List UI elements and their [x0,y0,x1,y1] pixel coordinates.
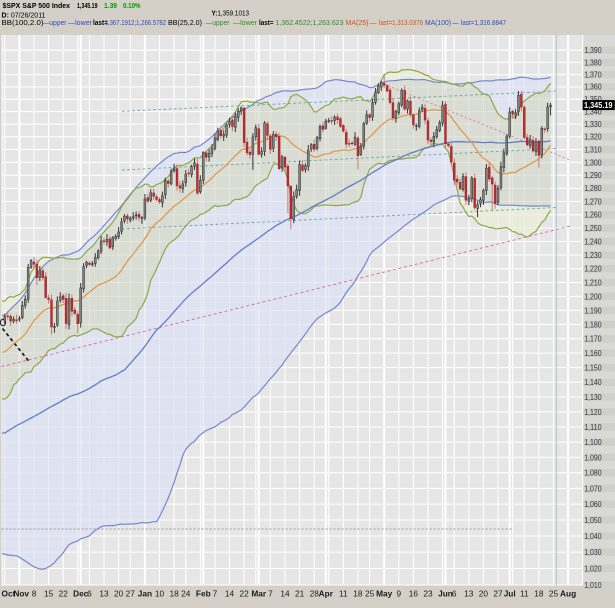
svg-text:1,070: 1,070 [584,484,602,493]
svg-text:1,040: 1,040 [584,532,602,541]
svg-text:1,230: 1,230 [584,251,602,260]
svg-text:BB(100,2.0)—upper—lowerlast=1,: BB(100,2.0)—upper—lowerlast=1,367.1912;1… [2,18,507,27]
svg-text:Oct: Oct [2,589,16,599]
svg-text:1,020: 1,020 [584,564,602,573]
svg-text:May: May [376,589,393,599]
svg-text:7: 7 [213,589,218,599]
svg-text:1,030: 1,030 [584,548,602,557]
svg-text:24: 24 [181,589,191,599]
svg-text:18: 18 [169,589,179,599]
svg-text:1,190: 1,190 [584,306,602,315]
svg-text:1,080: 1,080 [584,469,602,478]
svg-text:1,100: 1,100 [584,438,602,447]
svg-text:20: 20 [479,589,489,599]
svg-text:15: 15 [44,589,54,599]
svg-text:Nov: Nov [13,589,29,599]
svg-text:1,110: 1,110 [584,423,602,432]
svg-text:1,170: 1,170 [584,335,602,344]
svg-text:1,350: 1,350 [584,95,602,104]
svg-text:1,390: 1,390 [584,46,602,55]
svg-text:25: 25 [365,589,375,599]
svg-text:Aug: Aug [560,589,576,599]
svg-text:28: 28 [310,589,320,599]
svg-text:16: 16 [409,589,419,599]
svg-text:14: 14 [280,589,290,599]
svg-text:1,010: 1,010 [584,581,602,590]
svg-text:27: 27 [493,589,503,599]
svg-text:14: 14 [225,589,235,599]
svg-text:22: 22 [239,589,249,599]
svg-text:11: 11 [520,589,529,599]
svg-text:25: 25 [549,589,559,599]
svg-text:1,130: 1,130 [584,393,602,402]
svg-text:Jul: Jul [504,589,516,599]
svg-text:1,380: 1,380 [584,58,602,67]
svg-text:9: 9 [396,589,401,599]
svg-text:Jan: Jan [138,589,152,599]
svg-text:11: 11 [339,589,348,599]
svg-text:Y:1,359.1013: Y:1,359.1013 [212,9,250,18]
svg-text:20: 20 [114,589,124,599]
svg-text:10: 10 [155,589,165,599]
svg-text:1,160: 1,160 [584,349,602,358]
svg-text:Jun: Jun [438,589,453,599]
svg-text:1,280: 1,280 [584,184,602,193]
svg-text:1,270: 1,270 [584,197,602,206]
svg-text:1,345.19: 1,345.19 [584,101,613,110]
svg-text:1,250: 1,250 [584,224,602,233]
svg-text:1,180: 1,180 [584,320,602,329]
svg-text:13: 13 [464,589,474,599]
svg-text:1,090: 1,090 [584,453,602,462]
svg-text:1,210: 1,210 [584,278,602,287]
svg-text:6: 6 [452,589,457,599]
svg-text:18: 18 [534,589,544,599]
svg-text:1,150: 1,150 [584,364,602,373]
svg-text:6: 6 [87,589,92,599]
svg-text:Apr: Apr [319,589,334,599]
svg-text:1,340: 1,340 [584,108,602,117]
svg-text:13: 13 [99,589,109,599]
svg-text:1,140: 1,140 [584,378,602,387]
svg-text:Dec: Dec [73,589,89,599]
svg-text:1,330: 1,330 [584,120,602,129]
svg-text:1,060: 1,060 [584,500,602,509]
svg-text:1,360: 1,360 [584,83,602,92]
svg-text:1,370: 1,370 [584,71,602,80]
svg-text:1,220: 1,220 [584,265,602,274]
svg-text:D: 07/26/2011: D: 07/26/2011 [2,11,46,20]
svg-text:1,240: 1,240 [584,237,602,246]
svg-text:1,300: 1,300 [584,158,602,167]
svg-text:8: 8 [32,589,37,599]
svg-text:22: 22 [59,589,69,599]
svg-text:1,120: 1,120 [584,408,602,417]
svg-text:21: 21 [295,589,305,599]
svg-text:1,260: 1,260 [584,211,602,220]
svg-text:Mar: Mar [251,589,267,599]
svg-text:7: 7 [268,589,273,599]
svg-text:1,310: 1,310 [584,145,602,154]
svg-text:1,320: 1,320 [584,133,602,142]
svg-text:23: 23 [423,589,433,599]
svg-text:1,200: 1,200 [584,292,602,301]
svg-text:18: 18 [353,589,363,599]
svg-text:27: 27 [126,589,136,599]
svg-text:1,050: 1,050 [584,516,602,525]
svg-text:Feb: Feb [196,589,211,599]
svg-text:1,290: 1,290 [584,171,602,180]
